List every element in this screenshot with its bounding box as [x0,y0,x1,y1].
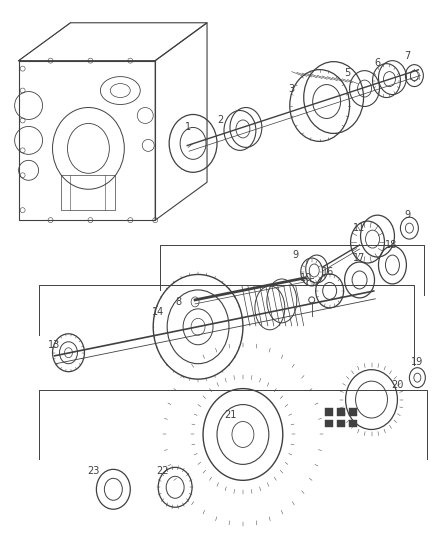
Text: 3: 3 [288,84,294,94]
Text: 16: 16 [321,267,333,277]
Bar [348,419,356,427]
Text: 2: 2 [216,116,223,125]
Text: 15: 15 [303,278,315,288]
Bar [324,408,332,416]
Text: 21: 21 [223,409,236,419]
Text: 11: 11 [353,223,365,233]
Text: 14: 14 [152,307,164,317]
Text: 19: 19 [410,357,423,367]
Text: 13: 13 [48,340,60,350]
Text: 5: 5 [344,68,350,78]
Text: 10: 10 [299,273,311,283]
Text: 9: 9 [292,250,298,260]
Text: 18: 18 [385,240,397,250]
Text: 7: 7 [403,51,410,61]
Bar [324,419,332,427]
Text: 8: 8 [175,297,181,307]
Text: 1: 1 [184,123,191,132]
Text: 9: 9 [403,210,410,220]
Text: 20: 20 [390,379,403,390]
Text: 23: 23 [87,466,99,477]
Bar [336,408,344,416]
Text: 17: 17 [353,253,365,263]
Bar [348,408,356,416]
Text: 22: 22 [155,466,168,477]
Bar [336,419,344,427]
Text: 6: 6 [374,58,380,68]
